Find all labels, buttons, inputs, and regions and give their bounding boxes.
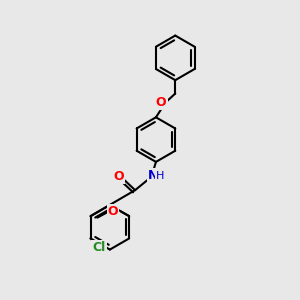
- Text: O: O: [107, 205, 118, 218]
- Text: Cl: Cl: [92, 241, 106, 254]
- Text: H: H: [156, 171, 164, 181]
- Text: N: N: [148, 169, 158, 182]
- Text: O: O: [113, 170, 124, 183]
- Text: O: O: [156, 96, 167, 109]
